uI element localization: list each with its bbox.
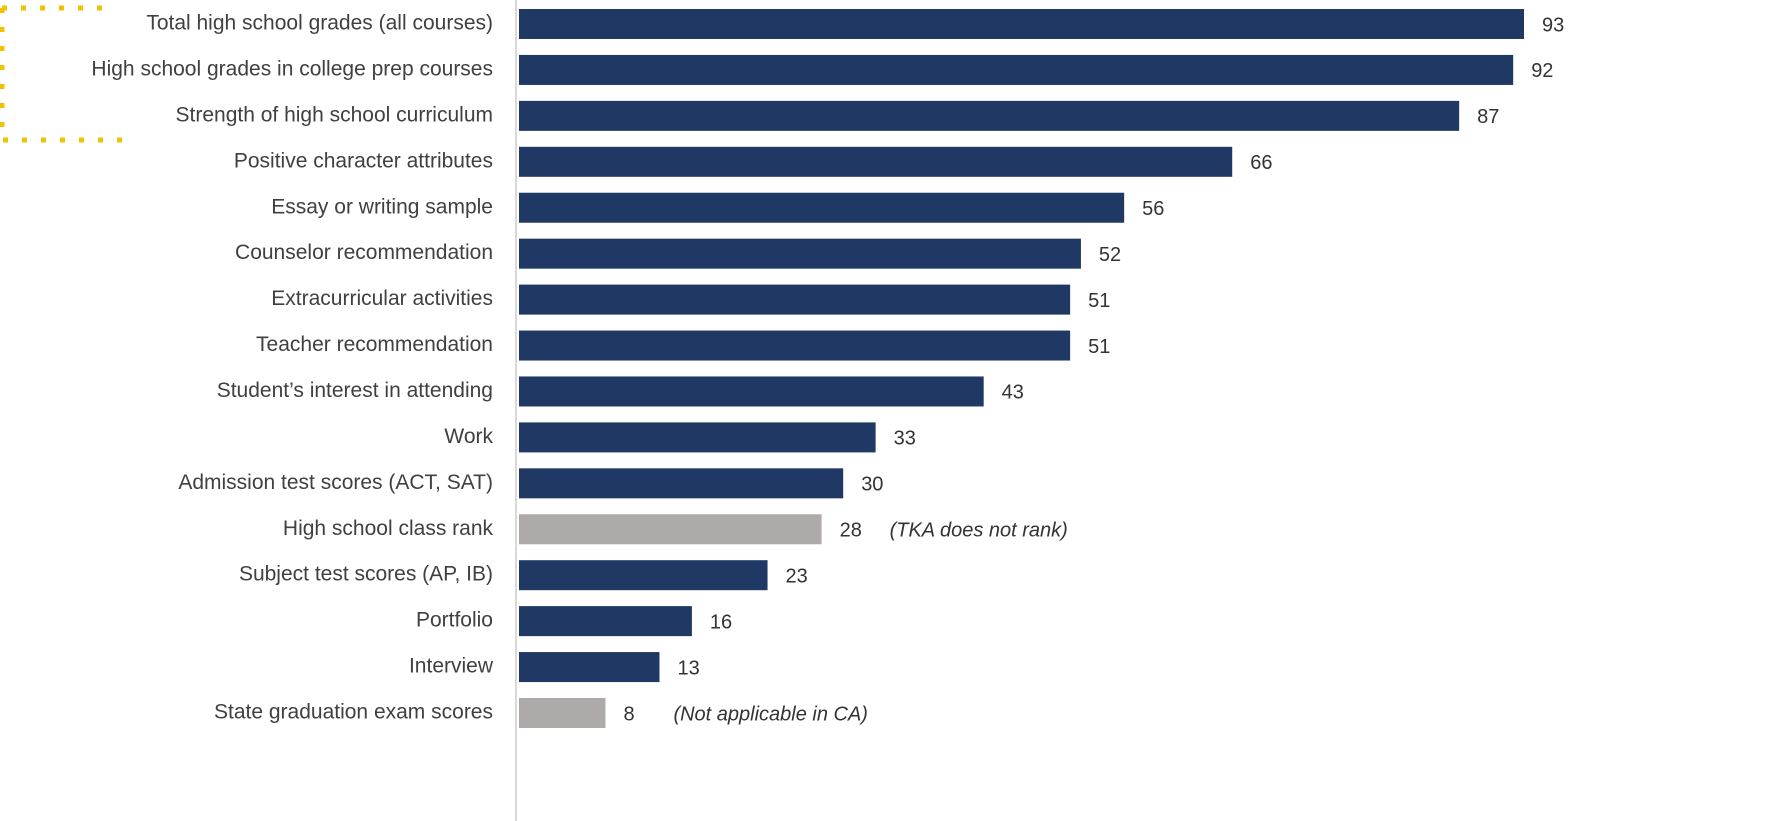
category-label: Work: [444, 425, 493, 448]
value-label: 16: [710, 611, 732, 633]
value-label: 30: [861, 474, 883, 496]
bar: [519, 652, 660, 683]
value-label: 28: [840, 520, 862, 542]
bar: [519, 698, 606, 728]
value-label: 56: [1142, 198, 1164, 220]
bar: [519, 330, 1071, 361]
value-label: 13: [677, 657, 699, 679]
category-label: Counselor recommendation: [235, 241, 493, 264]
bar: [519, 468, 844, 499]
category-label: Strength of high school curriculum: [176, 103, 494, 126]
category-label: Teacher recommendation: [256, 333, 493, 356]
category-label: Essay or writing sample: [271, 195, 493, 218]
category-label: Admission test scores (ACT, SAT): [178, 471, 493, 494]
value-label: 87: [1477, 106, 1499, 128]
bar: [519, 192, 1125, 223]
value-label: 66: [1250, 152, 1272, 174]
value-label: 92: [1531, 60, 1553, 82]
annotation: (TKA does not rank): [890, 520, 1068, 542]
category-label: Total high school grades (all courses): [146, 12, 493, 35]
value-label: 51: [1088, 290, 1110, 312]
annotation: (Not applicable in CA): [673, 703, 868, 725]
bar: [519, 560, 768, 591]
bar: [519, 9, 1524, 39]
category-label: Portfolio: [416, 609, 493, 632]
bar: [519, 100, 1460, 131]
value-label: 52: [1099, 244, 1121, 266]
category-label: Subject test scores (AP, IB): [239, 563, 493, 586]
category-label: High school grades in college prep cours…: [91, 57, 493, 80]
value-label: 33: [894, 428, 916, 450]
value-label: 43: [1002, 382, 1024, 404]
bar: [519, 422, 876, 453]
bar: [519, 284, 1071, 315]
category-label: High school class rank: [283, 517, 494, 540]
bar: [519, 238, 1081, 269]
value-label: 51: [1088, 336, 1110, 358]
category-label: Positive character attributes: [234, 149, 493, 172]
bar: [519, 376, 984, 407]
value-label: 23: [786, 565, 808, 587]
value-label: 93: [1542, 14, 1564, 36]
bar: [519, 514, 822, 545]
category-label: Student’s interest in attending: [217, 379, 493, 402]
category-label: Interview: [409, 655, 494, 678]
bar: [519, 606, 692, 637]
category-label: Extracurricular activities: [271, 287, 493, 310]
bar: [519, 54, 1514, 85]
category-label: State graduation exam scores: [214, 701, 493, 724]
value-label: 8: [623, 703, 634, 725]
bar: [519, 146, 1233, 177]
